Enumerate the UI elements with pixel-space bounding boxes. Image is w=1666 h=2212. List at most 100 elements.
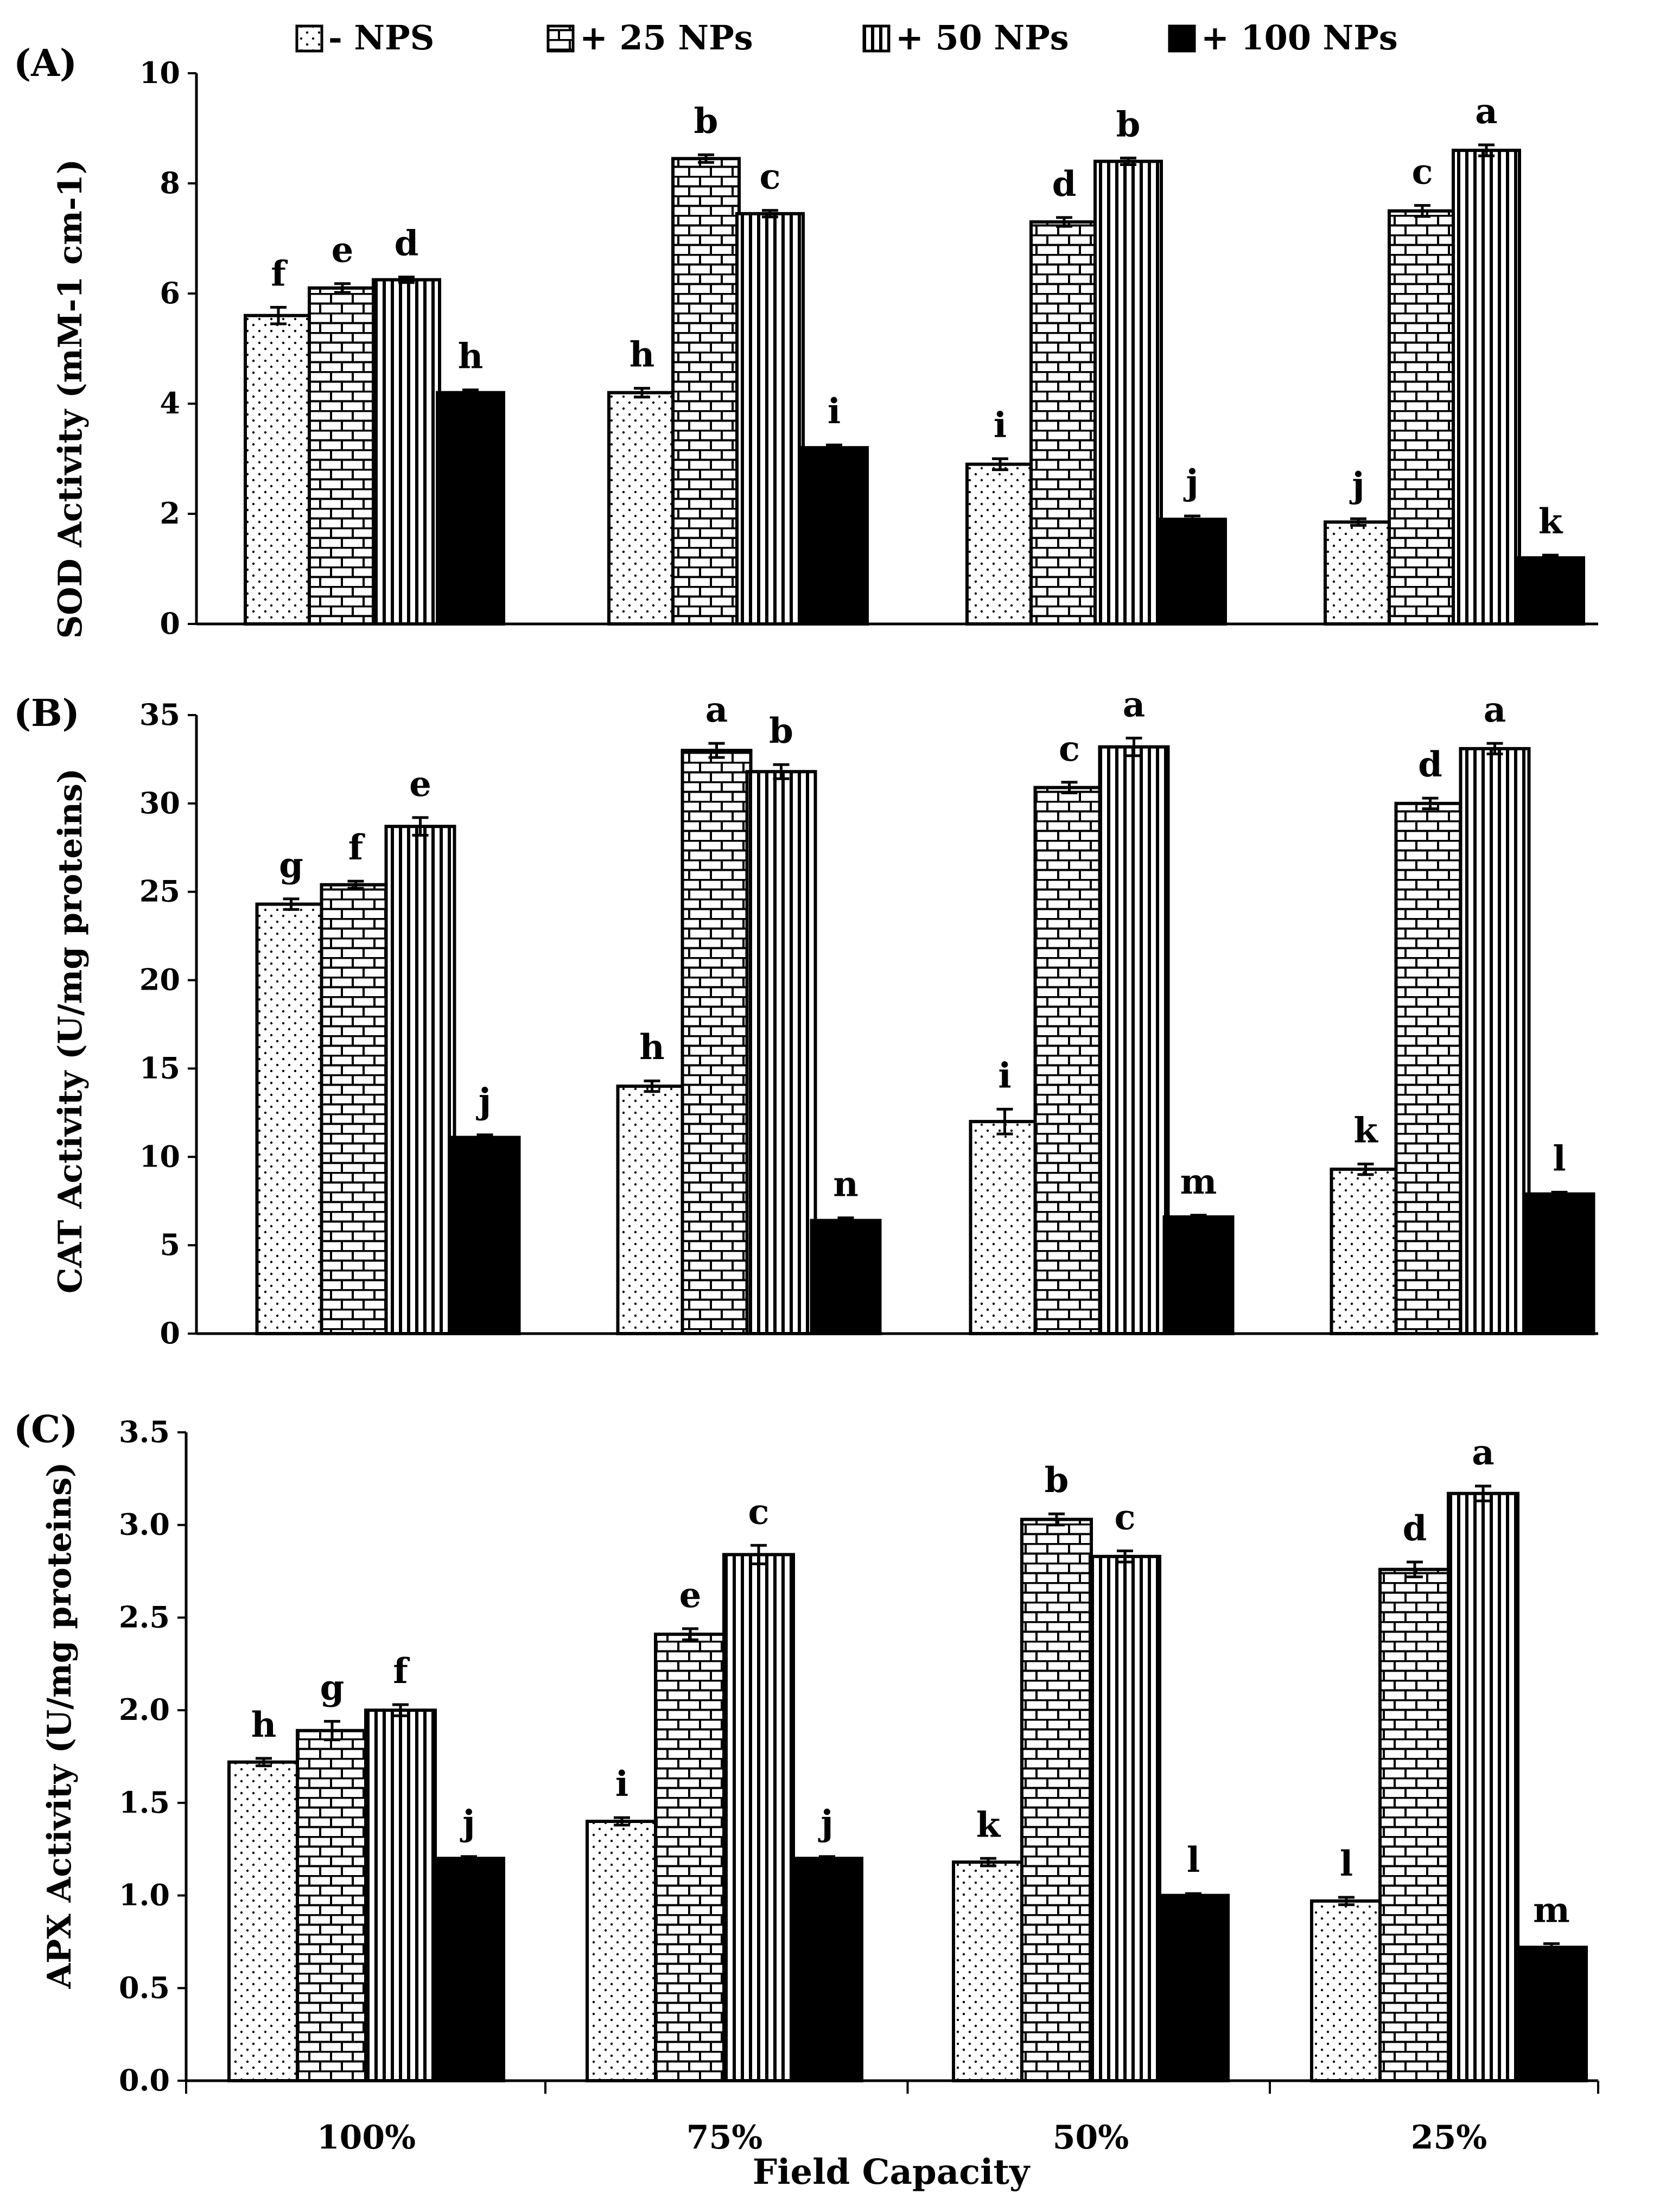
significance-letter: l <box>1340 1844 1353 1884</box>
significance-letter: e <box>332 230 354 271</box>
y-tick-label: 10 <box>139 55 180 90</box>
y-tick-label: 20 <box>139 962 180 997</box>
significance-letter: d <box>1052 164 1077 205</box>
significance-letter: f <box>271 253 288 294</box>
panel-label: (B) <box>14 692 80 735</box>
bar <box>296 1729 368 2082</box>
significance-letter: a <box>705 690 728 730</box>
bar <box>433 1857 505 2082</box>
bar <box>449 1136 521 1335</box>
bar <box>735 212 805 626</box>
significance-letter: d <box>395 224 419 264</box>
bar <box>1089 1554 1161 2082</box>
y-tick-label: 10 <box>139 1139 180 1174</box>
significance-letter: j <box>1349 465 1364 506</box>
significance-letter: i <box>994 405 1007 446</box>
significance-letter: g <box>320 1668 345 1709</box>
y-tick-label: 15 <box>139 1050 180 1085</box>
y-axis-label: CAT Activity (U/mg proteins) <box>52 768 90 1293</box>
bar <box>436 391 505 626</box>
bar <box>1447 1491 1519 2082</box>
bar <box>799 446 869 626</box>
bar <box>1029 220 1099 626</box>
bar <box>616 1085 688 1335</box>
y-tick-label: 30 <box>139 786 180 820</box>
significance-letter: c <box>748 1491 770 1532</box>
bar <box>810 1219 882 1336</box>
bar <box>681 749 753 1335</box>
significance-letter: j <box>460 1803 475 1844</box>
significance-letter: a <box>1475 91 1497 132</box>
y-tick-label: 35 <box>139 697 180 732</box>
bar <box>1388 209 1457 626</box>
significance-letter: k <box>1353 1110 1378 1151</box>
y-tick-label: 4 <box>160 386 180 420</box>
significance-letter: h <box>629 335 655 375</box>
bar <box>1162 1215 1235 1335</box>
y-tick-label: 0.0 <box>119 2063 170 2098</box>
x-tick-label: 75% <box>686 2119 763 2157</box>
significance-letter: d <box>1418 744 1442 785</box>
y-axis-label: APX Activity (U/mg proteins) <box>41 1462 79 1990</box>
significance-letter: b <box>1116 104 1141 145</box>
bar <box>1093 160 1163 626</box>
significance-letter: f <box>348 827 365 868</box>
significance-letter: l <box>1187 1840 1200 1880</box>
bar <box>1310 1899 1383 2082</box>
legend: - NPS + 25 NPs + 50 NPs + 100 NPs <box>295 18 1398 58</box>
y-tick-label: 6 <box>160 276 180 310</box>
bar <box>1157 1894 1230 2083</box>
bar <box>671 157 741 626</box>
bar <box>745 770 817 1335</box>
bar <box>1515 1946 1588 2082</box>
bar <box>227 1760 300 2083</box>
bar <box>654 1633 727 2083</box>
y-tick-label: 2.5 <box>119 1599 170 1634</box>
panel-label: (C) <box>14 1408 78 1451</box>
significance-letter: b <box>769 711 793 751</box>
y-tick-label: 0 <box>160 1316 180 1350</box>
significance-letter: c <box>1059 729 1080 769</box>
significance-letter: j <box>818 1803 833 1844</box>
legend-label: + 50 NPs <box>895 18 1069 58</box>
panel-sod: (A) SOD Activity (mM-1 cm-1) 0 2 4 6 8 10 f h i j… <box>14 42 1598 641</box>
bar <box>791 1857 863 2082</box>
bar <box>320 883 392 1335</box>
x-tick-label: 25% <box>1411 2119 1487 2157</box>
bar <box>1523 1192 1595 1336</box>
y-tick-label: 2.0 <box>119 1692 170 1727</box>
significance-letter: m <box>1180 1162 1217 1202</box>
y-tick-label: 25 <box>139 874 180 909</box>
bar <box>1330 1168 1402 1335</box>
bar <box>1033 786 1105 1335</box>
bar <box>1158 518 1227 626</box>
y-tick-label: 3.5 <box>119 1414 170 1449</box>
significance-letter: e <box>409 764 431 805</box>
bar <box>244 314 313 626</box>
bar <box>722 1553 795 2082</box>
legend-swatch <box>546 24 575 53</box>
legend-swatch <box>295 24 323 53</box>
bar <box>965 462 1035 626</box>
y-tick-label: 5 <box>160 1227 180 1262</box>
bar <box>586 1820 658 2082</box>
panel-label: (A) <box>14 42 77 85</box>
y-axis-label: SOD Activity (mM-1 cm-1) <box>52 159 90 639</box>
panel-cat: (B) CAT Activity (U/mg proteins) 0 5 10 15 2… <box>14 684 1598 1350</box>
bar <box>1020 1518 1093 2082</box>
significance-letter: c <box>1115 1497 1136 1538</box>
bar <box>372 278 441 626</box>
significance-letter: h <box>458 336 484 377</box>
significance-letter: a <box>1123 684 1145 725</box>
significance-letter: k <box>1538 501 1563 542</box>
y-tick-label: 8 <box>160 165 180 200</box>
significance-letter: c <box>760 157 781 197</box>
x-tick-label: 50% <box>1053 2119 1129 2157</box>
y-tick-label: 3.0 <box>119 1507 170 1542</box>
legend-swatch <box>1168 24 1196 53</box>
y-tick-label: 0 <box>160 606 180 641</box>
bar <box>1324 520 1393 626</box>
x-tick-label: 100% <box>317 2119 416 2157</box>
significance-letter: f <box>393 1651 410 1692</box>
